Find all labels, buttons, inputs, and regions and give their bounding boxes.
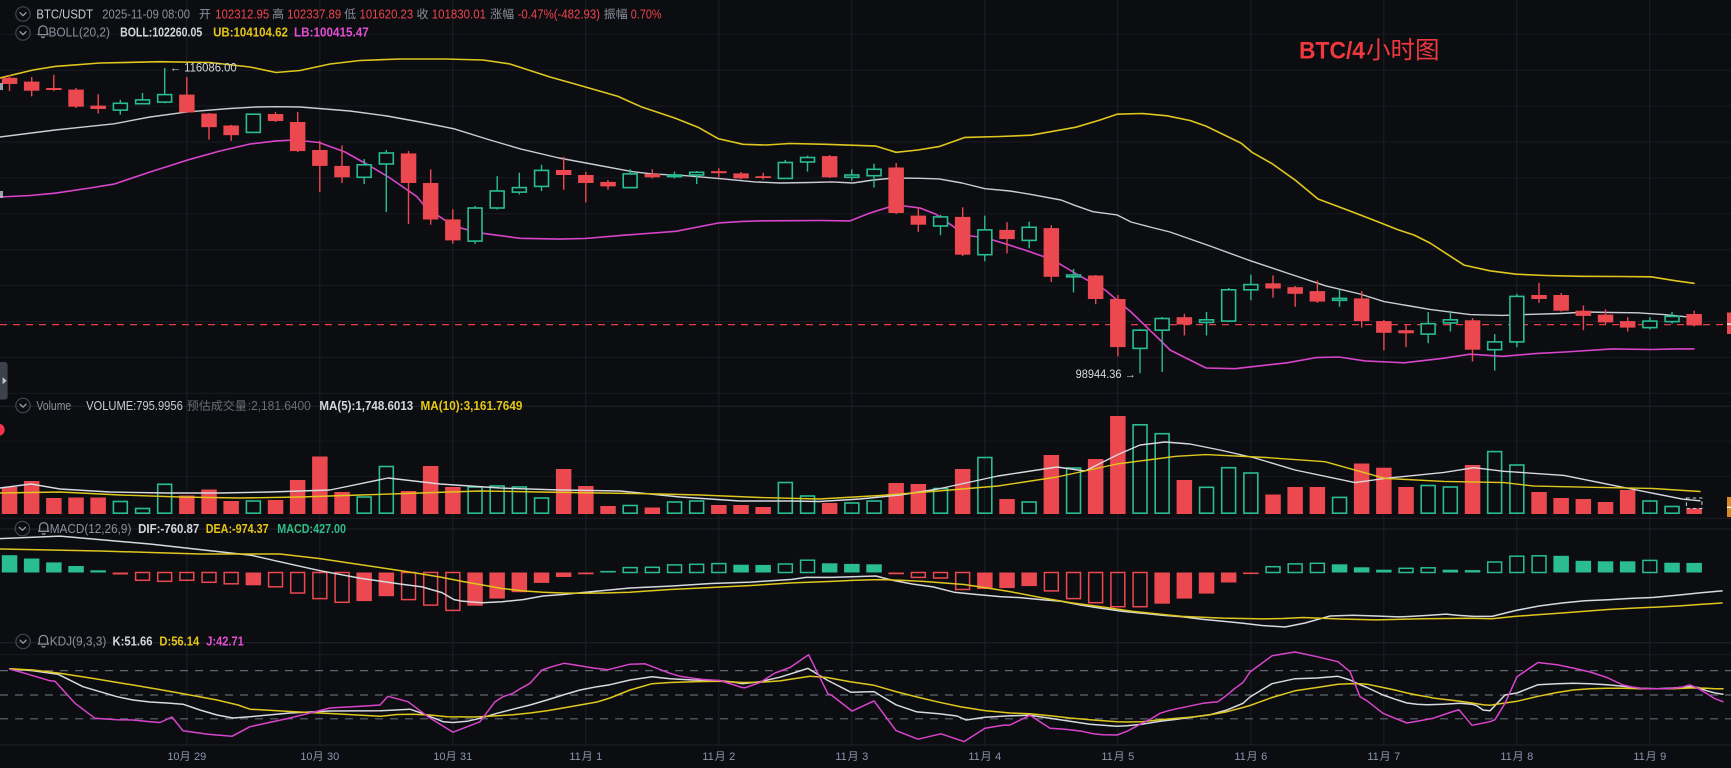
svg-text:10: 10: [300, 751, 312, 763]
svg-text:VOLUME:795.9956: VOLUME:795.9956: [86, 399, 183, 413]
svg-text:0.70%: 0.70%: [631, 7, 662, 21]
svg-text:11: 11: [835, 751, 846, 763]
svg-text:J:42.71: J:42.71: [206, 635, 244, 649]
svg-text::2,181.6400: :2,181.6400: [248, 399, 311, 413]
svg-text:D:56.14: D:56.14: [159, 635, 199, 649]
svg-text:11: 11: [1500, 751, 1511, 763]
svg-text:DEA:-974.37: DEA:-974.37: [206, 522, 269, 536]
svg-text:K:51.66: K:51.66: [113, 635, 153, 649]
svg-text:DIF:-760.87: DIF:-760.87: [138, 522, 199, 536]
svg-text:MACD(12,26,9): MACD(12,26,9): [50, 522, 132, 536]
svg-text:6: 6: [1261, 751, 1267, 763]
svg-text:BOLL(20,2): BOLL(20,2): [49, 26, 111, 40]
svg-text:10: 10: [433, 751, 445, 763]
svg-text:KDJ(9,3,3): KDJ(9,3,3): [50, 635, 107, 649]
svg-text:102312.95: 102312.95: [215, 7, 269, 21]
svg-text:2025-11-09 08:00: 2025-11-09 08:00: [102, 7, 190, 21]
svg-text:4: 4: [995, 751, 1001, 763]
svg-text:11: 11: [1367, 751, 1378, 763]
svg-text:MA(5):1,748.6013: MA(5):1,748.6013: [319, 399, 413, 413]
svg-text:-0.47%(-482.93): -0.47%(-482.93): [518, 7, 600, 21]
svg-text:11: 11: [569, 751, 580, 763]
svg-text:101620.23: 101620.23: [360, 7, 414, 21]
svg-text:UB:104104.62: UB:104104.62: [213, 26, 288, 40]
svg-text:← 116086.00: ← 116086.00: [170, 62, 237, 74]
svg-text:101830.01: 101830.01: [432, 7, 486, 21]
svg-text:11: 11: [1633, 751, 1644, 763]
svg-text:5: 5: [1128, 751, 1134, 763]
svg-text:BTC/USDT: BTC/USDT: [36, 7, 93, 21]
svg-text:2: 2: [729, 751, 735, 763]
svg-text:BOLL:102260.05: BOLL:102260.05: [120, 26, 202, 40]
svg-text:LB:100415.47: LB:100415.47: [294, 26, 369, 40]
svg-text:8: 8: [1527, 751, 1533, 763]
svg-text:3: 3: [862, 751, 868, 763]
svg-text:11: 11: [968, 751, 979, 763]
svg-text:11: 11: [1234, 751, 1245, 763]
svg-text:102337.89: 102337.89: [287, 7, 341, 21]
svg-text:31: 31: [460, 751, 472, 763]
svg-text:98944.36 →: 98944.36 →: [1076, 369, 1136, 381]
svg-text:7: 7: [1394, 751, 1400, 763]
svg-text:1: 1: [596, 751, 602, 763]
svg-text:10: 10: [167, 751, 179, 763]
svg-text:BTC/4: BTC/4: [1299, 38, 1365, 65]
svg-text:11: 11: [1101, 751, 1112, 763]
svg-text:29: 29: [194, 751, 206, 763]
svg-text:30: 30: [327, 751, 339, 763]
svg-text:Volume: Volume: [36, 399, 71, 413]
svg-text:9: 9: [1660, 751, 1666, 763]
svg-text:MA(10):3,161.7649: MA(10):3,161.7649: [421, 399, 523, 413]
svg-text:MACD:427.00: MACD:427.00: [277, 522, 346, 536]
svg-text:11: 11: [702, 751, 713, 763]
